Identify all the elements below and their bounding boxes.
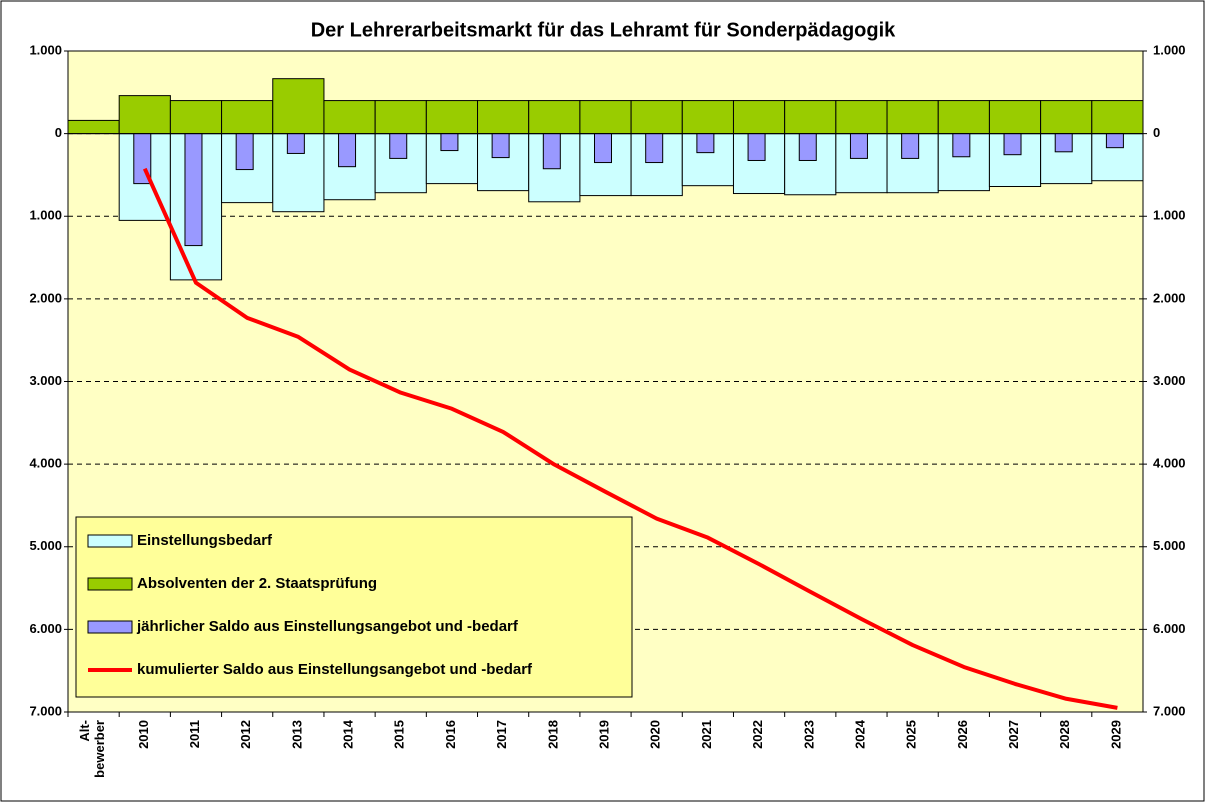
saldo-bar <box>184 133 203 247</box>
legend-box <box>75 516 633 698</box>
saldo-bar <box>645 133 664 164</box>
x-tick-label: 2011 <box>187 720 202 748</box>
saldo-bar <box>1105 133 1124 149</box>
saldo-bar <box>594 133 612 164</box>
saldo-bar <box>798 133 817 161</box>
y2-tick-label: 1.000 <box>1153 208 1186 223</box>
plot-border <box>67 50 1144 713</box>
x-tick-label: 2012 <box>239 720 254 749</box>
x-tick-label: 2014 <box>341 719 356 749</box>
y2-tick-label: 2.000 <box>1153 290 1186 305</box>
bar <box>528 100 581 135</box>
x-tick-label: 2022 <box>751 720 766 749</box>
x-tick-label: 2015 <box>392 720 407 749</box>
bar <box>886 100 939 135</box>
x-tick-label: 2013 <box>290 720 305 749</box>
y-tick-label: 2.000 <box>29 290 62 305</box>
y-tick-label: 7.000 <box>29 703 62 718</box>
bar <box>425 100 479 135</box>
saldo-bar <box>235 133 254 171</box>
y2-tick-label: 7.000 <box>1153 703 1186 718</box>
bar <box>732 100 786 135</box>
x-tick-label: 2024 <box>853 719 868 749</box>
x-tick-label: 2019 <box>597 720 612 749</box>
bar <box>784 100 837 135</box>
saldo-bar <box>747 133 766 161</box>
x-tick-label: 2017 <box>495 720 510 749</box>
bar <box>477 100 530 135</box>
x-tick-label: 2027 <box>1006 720 1021 749</box>
saldo-bar <box>696 133 715 154</box>
saldo-bar <box>440 133 459 152</box>
bar <box>1040 100 1093 135</box>
y-tick-label: 3.000 <box>29 373 62 388</box>
saldo-bar <box>491 133 510 159</box>
bar <box>835 100 888 135</box>
bar <box>169 100 223 135</box>
y2-tick-label: 1.000 <box>1153 42 1186 57</box>
bar <box>323 100 376 135</box>
y2-tick-label: 3.000 <box>1153 373 1186 388</box>
bar <box>681 100 734 135</box>
x-tick-label: 2016 <box>443 720 458 749</box>
saldo-bar <box>542 133 561 170</box>
chart-title: Der Lehrerarbeitsmarkt für das Lehramt f… <box>311 19 896 41</box>
y-tick-label: 4.000 <box>29 456 62 471</box>
y-tick-label: 0 <box>55 125 62 140</box>
y2-tick-label: 0 <box>1153 125 1160 140</box>
bar <box>988 100 1042 135</box>
y-tick-label: 1.000 <box>29 42 62 57</box>
saldo-bar <box>901 133 920 159</box>
x-tick-label: 2021 <box>699 720 714 749</box>
legend-swatch <box>87 620 133 634</box>
x-tick-label: 2029 <box>1109 720 1124 749</box>
bar <box>630 100 683 135</box>
bar <box>374 100 427 135</box>
saldo-bar <box>1003 133 1022 156</box>
bar <box>67 119 120 135</box>
x-tick-label: 2010 <box>136 720 151 749</box>
x-tick-label: Alt-bewerber <box>78 720 108 778</box>
y2-tick-label: 6.000 <box>1153 621 1186 636</box>
bar <box>579 100 632 135</box>
legend-label: Absolventen der 2. Staatsprüfung <box>137 575 377 592</box>
bar <box>272 78 325 135</box>
saldo-bar <box>389 133 408 159</box>
saldo-bar <box>286 133 305 154</box>
legend-label: Einstellungsbedarf <box>137 532 273 549</box>
x-tick-label: 2020 <box>648 720 663 749</box>
saldo-bar <box>1054 133 1073 153</box>
x-tick-label: 2025 <box>904 720 919 749</box>
saldo-bar <box>952 133 971 158</box>
x-tick-label: 2018 <box>546 720 561 749</box>
bar <box>937 100 990 135</box>
y-tick-label: 1.000 <box>29 208 62 223</box>
y-tick-label: 6.000 <box>29 621 62 636</box>
saldo-bar <box>849 133 868 159</box>
x-tick-label: 2028 <box>1058 720 1073 749</box>
bar <box>221 100 274 135</box>
bar <box>1091 100 1144 135</box>
y2-tick-label: 4.000 <box>1153 456 1186 471</box>
legend-label: kumulierter Saldo aus Einstellungsangebo… <box>137 661 533 678</box>
legend-label: jährlicher Saldo aus Einstellungsangebot… <box>136 618 519 635</box>
x-tick-label: 2026 <box>955 720 970 749</box>
legend-swatch <box>87 534 133 548</box>
y-tick-label: 5.000 <box>29 538 62 553</box>
bar <box>118 95 171 135</box>
y2-tick-label: 5.000 <box>1153 538 1186 553</box>
saldo-bar <box>338 133 357 168</box>
legend-swatch <box>87 577 133 591</box>
x-tick-label: 2023 <box>802 720 817 749</box>
cumulative-line <box>142 167 1118 710</box>
